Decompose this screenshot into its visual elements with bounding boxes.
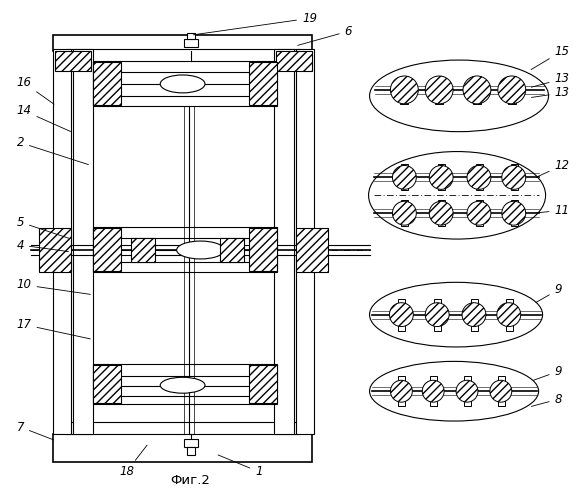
Circle shape	[425, 76, 453, 104]
Bar	[66, 49, 300, 63]
Bar	[93, 364, 277, 404]
Bar	[296, 49, 314, 434]
Bar	[54, 35, 312, 51]
Text: 1: 1	[218, 455, 262, 478]
Circle shape	[430, 166, 453, 190]
Circle shape	[389, 302, 413, 326]
Bar	[402, 200, 409, 226]
Circle shape	[463, 76, 491, 104]
Ellipse shape	[370, 60, 549, 132]
Ellipse shape	[368, 152, 545, 239]
Bar	[400, 76, 409, 104]
Text: 19: 19	[193, 12, 317, 35]
Bar	[93, 61, 277, 106]
Bar	[54, 49, 71, 434]
Bar	[435, 76, 443, 104]
Text: 17: 17	[16, 318, 90, 339]
Bar	[183, 439, 197, 447]
Bar	[93, 228, 121, 271]
Circle shape	[430, 202, 453, 225]
Circle shape	[490, 380, 512, 402]
Ellipse shape	[370, 362, 538, 421]
Ellipse shape	[177, 241, 225, 259]
Bar	[55, 51, 91, 71]
Bar	[249, 228, 277, 271]
Text: 7: 7	[16, 420, 54, 440]
Bar	[508, 76, 516, 104]
Text: 2: 2	[16, 136, 88, 164]
Bar	[93, 227, 277, 272]
Bar	[438, 164, 445, 190]
Ellipse shape	[160, 75, 205, 93]
Text: 4: 4	[16, 238, 69, 252]
Bar	[131, 238, 155, 262]
Bar	[249, 62, 277, 105]
Text: 9: 9	[536, 284, 562, 302]
Bar	[430, 376, 437, 406]
Ellipse shape	[160, 378, 205, 393]
Bar	[464, 376, 471, 406]
Circle shape	[391, 76, 418, 104]
Bar	[498, 376, 505, 406]
Text: 13: 13	[531, 72, 570, 87]
Bar	[93, 366, 121, 403]
Text: 10: 10	[16, 278, 90, 294]
Ellipse shape	[370, 282, 542, 347]
Text: 11: 11	[537, 204, 570, 216]
Bar	[249, 366, 277, 403]
Text: 13: 13	[531, 86, 570, 100]
Bar	[221, 238, 244, 262]
Bar	[511, 200, 518, 226]
Bar	[66, 422, 300, 434]
Circle shape	[502, 166, 526, 190]
Bar	[274, 49, 294, 434]
Bar	[40, 228, 71, 272]
Text: 15: 15	[531, 44, 570, 70]
Text: 16: 16	[16, 76, 54, 104]
Bar	[93, 62, 121, 105]
Text: 18: 18	[119, 445, 147, 478]
Text: 12: 12	[536, 159, 570, 177]
Circle shape	[498, 76, 526, 104]
Bar	[473, 76, 481, 104]
Text: 14: 14	[16, 104, 70, 132]
Circle shape	[497, 302, 521, 326]
Circle shape	[391, 380, 412, 402]
Bar	[54, 434, 312, 462]
Bar	[476, 164, 483, 190]
Text: 5: 5	[16, 216, 69, 238]
Circle shape	[425, 302, 449, 326]
Text: 9: 9	[533, 365, 562, 380]
Bar	[438, 200, 445, 226]
Bar	[506, 298, 513, 330]
Bar	[183, 39, 197, 47]
Bar	[511, 164, 518, 190]
Text: Фиг.2: Фиг.2	[171, 474, 211, 487]
Circle shape	[467, 202, 491, 225]
Circle shape	[392, 202, 416, 225]
Bar	[296, 228, 328, 272]
Circle shape	[502, 202, 526, 225]
Bar	[187, 447, 194, 455]
Circle shape	[392, 166, 416, 190]
Bar	[399, 376, 405, 406]
Bar	[399, 298, 405, 330]
Bar	[276, 51, 312, 71]
Text: 6: 6	[297, 24, 352, 46]
Circle shape	[456, 380, 478, 402]
Bar	[471, 298, 478, 330]
Bar	[476, 200, 483, 226]
Text: 8: 8	[531, 392, 562, 406]
Bar	[402, 164, 409, 190]
Bar	[187, 33, 194, 39]
Circle shape	[467, 166, 491, 190]
Bar	[73, 49, 93, 434]
Circle shape	[462, 302, 486, 326]
Bar	[434, 298, 441, 330]
Circle shape	[423, 380, 444, 402]
